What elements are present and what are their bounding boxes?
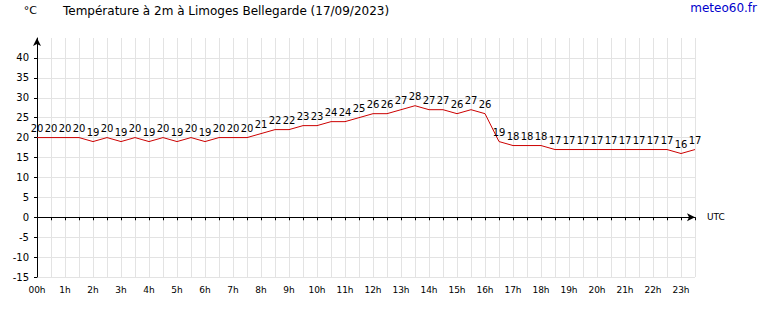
svg-text:10h: 10h — [308, 285, 325, 295]
svg-text:23: 23 — [297, 111, 310, 122]
svg-text:20: 20 — [73, 123, 86, 134]
svg-text:20: 20 — [31, 123, 44, 134]
svg-text:19: 19 — [115, 127, 128, 138]
svg-text:27: 27 — [437, 95, 450, 106]
svg-text:30: 30 — [16, 92, 29, 103]
svg-text:20: 20 — [129, 123, 142, 134]
svg-text:14h: 14h — [420, 285, 437, 295]
svg-text:2h: 2h — [87, 285, 98, 295]
svg-text:21h: 21h — [616, 285, 633, 295]
svg-text:meteo60.fr: meteo60.fr — [690, 1, 757, 15]
svg-text:17: 17 — [619, 135, 632, 146]
svg-text:27: 27 — [465, 95, 478, 106]
svg-text:17: 17 — [591, 135, 604, 146]
svg-text:17: 17 — [549, 135, 562, 146]
svg-text:27: 27 — [423, 95, 436, 106]
svg-text:19: 19 — [143, 127, 156, 138]
svg-text:12h: 12h — [364, 285, 381, 295]
svg-text:7h: 7h — [227, 285, 238, 295]
svg-text:17: 17 — [689, 135, 702, 146]
svg-text:-5: -5 — [19, 232, 29, 243]
svg-text:16: 16 — [675, 139, 688, 150]
svg-text:22: 22 — [283, 115, 296, 126]
svg-text:16h: 16h — [476, 285, 493, 295]
svg-text:26: 26 — [451, 99, 464, 110]
svg-text:20: 20 — [227, 123, 240, 134]
svg-text:20: 20 — [157, 123, 170, 134]
svg-text:20: 20 — [45, 123, 58, 134]
svg-text:24: 24 — [325, 107, 338, 118]
svg-text:-15: -15 — [13, 272, 29, 283]
svg-text:0: 0 — [23, 212, 29, 223]
svg-text:17: 17 — [563, 135, 576, 146]
svg-text:1h: 1h — [59, 285, 70, 295]
svg-text:26: 26 — [479, 99, 492, 110]
svg-text:19: 19 — [199, 127, 212, 138]
svg-text:25: 25 — [353, 103, 366, 114]
svg-text:23: 23 — [311, 111, 324, 122]
svg-text:13h: 13h — [392, 285, 409, 295]
svg-text:5h: 5h — [171, 285, 182, 295]
svg-text:8h: 8h — [255, 285, 266, 295]
svg-text:9h: 9h — [283, 285, 294, 295]
svg-text:28: 28 — [409, 91, 422, 102]
svg-text:25: 25 — [16, 112, 29, 123]
svg-text:18h: 18h — [532, 285, 549, 295]
svg-text:19: 19 — [171, 127, 184, 138]
svg-text:17: 17 — [661, 135, 674, 146]
svg-text:15: 15 — [16, 152, 29, 163]
svg-text:10: 10 — [16, 172, 29, 183]
svg-text:27: 27 — [395, 95, 408, 106]
svg-text:17h: 17h — [504, 285, 521, 295]
svg-text:24: 24 — [339, 107, 352, 118]
svg-text:5: 5 — [23, 192, 29, 203]
svg-text:19h: 19h — [560, 285, 577, 295]
svg-text:23h: 23h — [672, 285, 689, 295]
svg-text:22: 22 — [269, 115, 282, 126]
svg-text:22h: 22h — [644, 285, 661, 295]
svg-text:17: 17 — [605, 135, 618, 146]
svg-text:20: 20 — [185, 123, 198, 134]
svg-text:26: 26 — [367, 99, 380, 110]
svg-text:20: 20 — [16, 132, 29, 143]
svg-text:21: 21 — [255, 119, 268, 130]
svg-text:4h: 4h — [143, 285, 154, 295]
svg-text:17: 17 — [633, 135, 646, 146]
svg-text:UTC: UTC — [707, 212, 725, 222]
svg-text:26: 26 — [381, 99, 394, 110]
svg-text:19: 19 — [87, 127, 100, 138]
svg-text:-10: -10 — [13, 252, 29, 263]
svg-text:20: 20 — [59, 123, 72, 134]
svg-text:20h: 20h — [588, 285, 605, 295]
svg-text:18: 18 — [507, 131, 520, 142]
svg-text:6h: 6h — [199, 285, 210, 295]
svg-text:00h: 00h — [28, 285, 45, 295]
svg-text:15h: 15h — [448, 285, 465, 295]
svg-text:20: 20 — [101, 123, 114, 134]
svg-text:35: 35 — [16, 72, 29, 83]
svg-text:18: 18 — [535, 131, 548, 142]
svg-text:17: 17 — [647, 135, 660, 146]
svg-text:19: 19 — [493, 127, 506, 138]
svg-text:18: 18 — [521, 131, 534, 142]
svg-text:20: 20 — [213, 123, 226, 134]
svg-text:11h: 11h — [336, 285, 353, 295]
svg-text:17: 17 — [577, 135, 590, 146]
svg-text:40: 40 — [16, 52, 29, 63]
svg-text:20: 20 — [241, 123, 254, 134]
svg-text:Température à 2m à Limoges Bel: Température à 2m à Limoges Bellegarde (1… — [62, 4, 389, 18]
svg-text:°C: °C — [24, 4, 38, 17]
svg-text:3h: 3h — [115, 285, 126, 295]
